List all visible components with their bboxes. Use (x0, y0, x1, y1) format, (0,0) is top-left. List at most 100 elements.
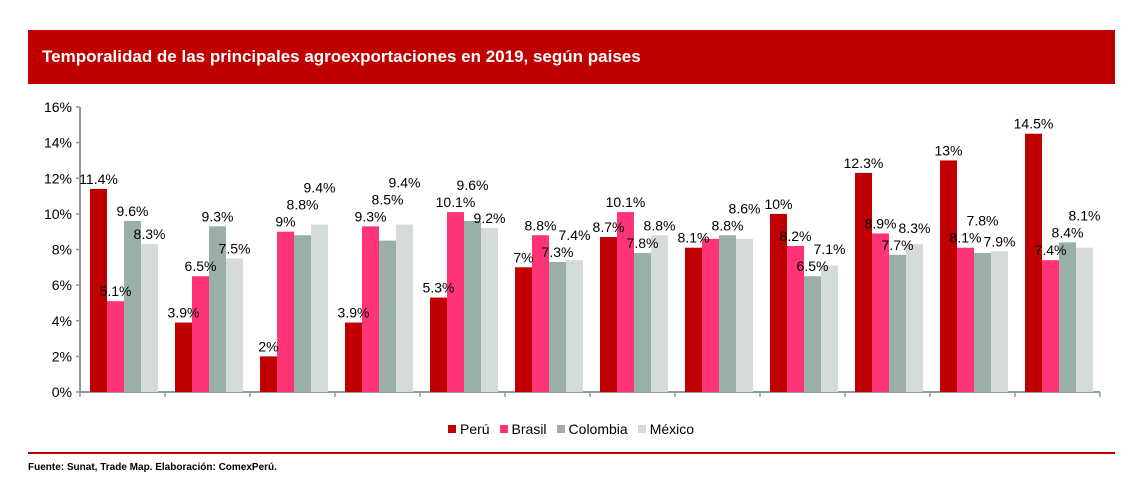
data-label: 7.7% (882, 237, 914, 253)
data-label: 13% (934, 142, 962, 158)
bar-colombia (549, 261, 566, 392)
data-label: 7.4% (1035, 242, 1067, 258)
bar-perú (685, 247, 702, 392)
bar-brasil (277, 231, 294, 392)
data-label: 8.9% (865, 215, 897, 231)
bar-méxico (1076, 247, 1093, 392)
data-label: 9.3% (355, 208, 387, 224)
data-label: 7.5% (219, 240, 251, 256)
legend-item: Colombia (556, 421, 628, 437)
data-label: 6.5% (185, 258, 217, 274)
legend-label: Colombia (568, 421, 628, 437)
bar-méxico (736, 238, 753, 392)
legend-swatch (499, 425, 508, 433)
source-note: Fuente: Sunat, Trade Map. Elaboración: C… (28, 462, 277, 473)
footer-divider (28, 452, 1115, 454)
bar-méxico (991, 251, 1008, 392)
data-label: 7.9% (984, 233, 1016, 249)
legend-item: Brasil (499, 421, 547, 437)
y-tick-label: 12% (44, 170, 72, 186)
bar-perú (515, 267, 532, 392)
legend-swatch (447, 425, 456, 433)
bar-colombia (804, 276, 821, 392)
data-label: 9.6% (457, 177, 489, 193)
legend-item: México (637, 421, 695, 437)
bar-brasil (192, 276, 209, 392)
bar-perú (600, 237, 617, 392)
data-label: 6.5% (797, 258, 829, 274)
bar-méxico (481, 228, 498, 392)
data-label: 3.9% (168, 305, 200, 321)
bar-brasil (872, 233, 889, 392)
bar-chart: 0% 2% 4% 6% 8% 10% 12% 14% 16% 11.4% 5.1% 9.6% 8.3% 3… (44, 99, 1101, 400)
data-label: 8.1% (950, 230, 982, 246)
chart-header: Temporalidad de las principales agroexpo… (28, 30, 1115, 84)
bar-colombia (719, 235, 736, 392)
data-label: 8.6% (729, 200, 761, 216)
data-label: 9.4% (389, 174, 421, 190)
data-label: 9.3% (202, 208, 234, 224)
data-label: 8.8% (644, 217, 676, 233)
data-label: 7.3% (542, 244, 574, 260)
bar-méxico (311, 224, 328, 392)
bar-méxico (396, 224, 413, 392)
data-label: 8.4% (1052, 224, 1084, 240)
data-label: 5.1% (100, 283, 132, 299)
data-label: 2% (258, 338, 278, 354)
data-label: 8.1% (678, 230, 710, 246)
data-label: 8.1% (1069, 207, 1101, 223)
bar-perú (855, 172, 872, 392)
bar-colombia (464, 221, 481, 392)
y-tick-label: 14% (44, 135, 72, 151)
data-label: 10.1% (436, 194, 476, 210)
bar-brasil (617, 212, 634, 392)
bar-perú (175, 322, 192, 392)
bar-colombia (889, 254, 906, 392)
y-tick-label: 16% (44, 99, 72, 115)
data-label: 7.8% (967, 213, 999, 229)
data-label: 3.9% (338, 305, 370, 321)
data-label: 8.8% (712, 217, 744, 233)
bar-méxico (651, 235, 668, 392)
data-label: 8.8% (287, 197, 319, 213)
bar-colombia (974, 253, 991, 392)
bar-méxico (141, 244, 158, 392)
bar-colombia (379, 240, 396, 392)
data-label: 5.3% (423, 280, 455, 296)
bar-brasil (957, 247, 974, 392)
y-tick-label: 0% (52, 384, 72, 400)
legend-swatch (556, 425, 565, 433)
data-label: 12.3% (844, 155, 884, 171)
legend-label: México (649, 421, 695, 437)
y-tick-label: 6% (52, 277, 72, 293)
data-label: 7.8% (627, 235, 659, 251)
data-label: 10.1% (606, 194, 646, 210)
data-label: 14.5% (1014, 116, 1054, 132)
bar-brasil (447, 212, 464, 392)
bar-méxico (226, 258, 243, 392)
bar-perú (260, 356, 277, 392)
data-label: 9% (275, 214, 295, 230)
bar-perú (430, 297, 447, 392)
data-label: 8.2% (780, 228, 812, 244)
data-label: 8.3% (899, 220, 931, 236)
bar-méxico (821, 265, 838, 392)
data-label: 7.1% (814, 241, 846, 257)
y-tick-label: 4% (52, 313, 72, 329)
bar-colombia (634, 253, 651, 392)
data-label: 7% (513, 249, 533, 265)
bar-colombia (294, 235, 311, 392)
bar-brasil (362, 226, 379, 392)
bar-colombia (209, 226, 226, 392)
bar-perú (345, 322, 362, 392)
bar-méxico (906, 244, 923, 392)
bar-perú (940, 160, 957, 392)
bar-colombia (1059, 242, 1076, 392)
bar-méxico (566, 260, 583, 392)
bar-perú (770, 213, 787, 392)
bar-brasil (107, 301, 124, 392)
bar-perú (1025, 133, 1042, 392)
legend-item: Perú (447, 421, 490, 437)
bar-colombia (124, 221, 141, 392)
bar-brasil (532, 235, 549, 392)
